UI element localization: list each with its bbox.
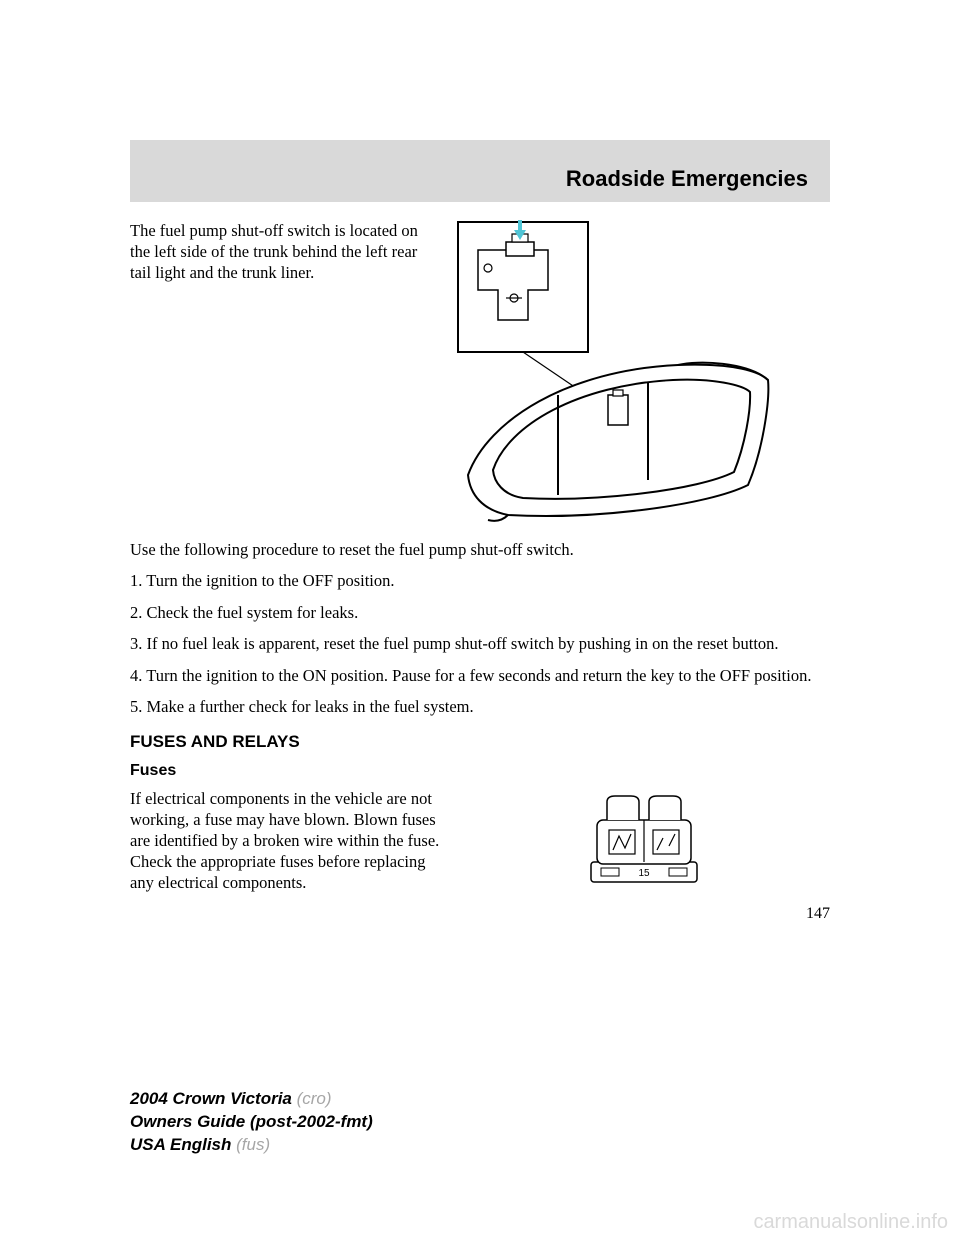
footer-line3: USA English (fus) — [130, 1134, 373, 1157]
header-bar: Roadside Emergencies — [130, 140, 830, 202]
fuses-text: If electrical components in the vehicle … — [130, 788, 440, 897]
fuelpump-figure — [448, 220, 830, 525]
fuse-label: 15 — [638, 868, 650, 879]
proc-intro: Use the following procedure to reset the… — [130, 539, 830, 560]
fuses-row: If electrical components in the vehicle … — [130, 788, 830, 897]
footer-line1: 2004 Crown Victoria (cro) — [130, 1088, 373, 1111]
fuelpump-switch-diagram — [448, 220, 778, 525]
fuse-figure: 15 — [458, 788, 830, 897]
footer-code1: (cro) — [297, 1089, 332, 1108]
step-4: 4. Turn the ignition to the ON position.… — [130, 665, 830, 686]
footer-code3: (fus) — [236, 1135, 270, 1154]
fuse-diagram: 15 — [579, 792, 709, 897]
spacer — [130, 525, 830, 539]
footer-lang: USA English — [130, 1135, 236, 1154]
step-1: 1. Turn the ignition to the OFF position… — [130, 570, 830, 591]
page: Roadside Emergencies The fuel pump shut-… — [130, 140, 830, 923]
watermark: carmanualsonline.info — [753, 1211, 948, 1234]
fuses-section-title: FUSES AND RELAYS — [130, 732, 830, 752]
header-title: Roadside Emergencies — [566, 166, 808, 192]
fuelpump-intro: The fuel pump shut-off switch is located… — [130, 220, 430, 525]
step-3: 3. If no fuel leak is apparent, reset th… — [130, 633, 830, 654]
step-5: 5. Make a further check for leaks in the… — [130, 696, 830, 717]
fuelpump-row: The fuel pump shut-off switch is located… — [130, 220, 830, 525]
page-number: 147 — [130, 905, 830, 923]
footer: 2004 Crown Victoria (cro) Owners Guide (… — [130, 1088, 373, 1157]
footer-line2: Owners Guide (post-2002-fmt) — [130, 1111, 373, 1134]
step-2: 2. Check the fuel system for leaks. — [130, 602, 830, 623]
footer-model: 2004 Crown Victoria — [130, 1089, 297, 1108]
fuses-subtitle: Fuses — [130, 762, 830, 780]
content: The fuel pump shut-off switch is located… — [130, 202, 830, 923]
